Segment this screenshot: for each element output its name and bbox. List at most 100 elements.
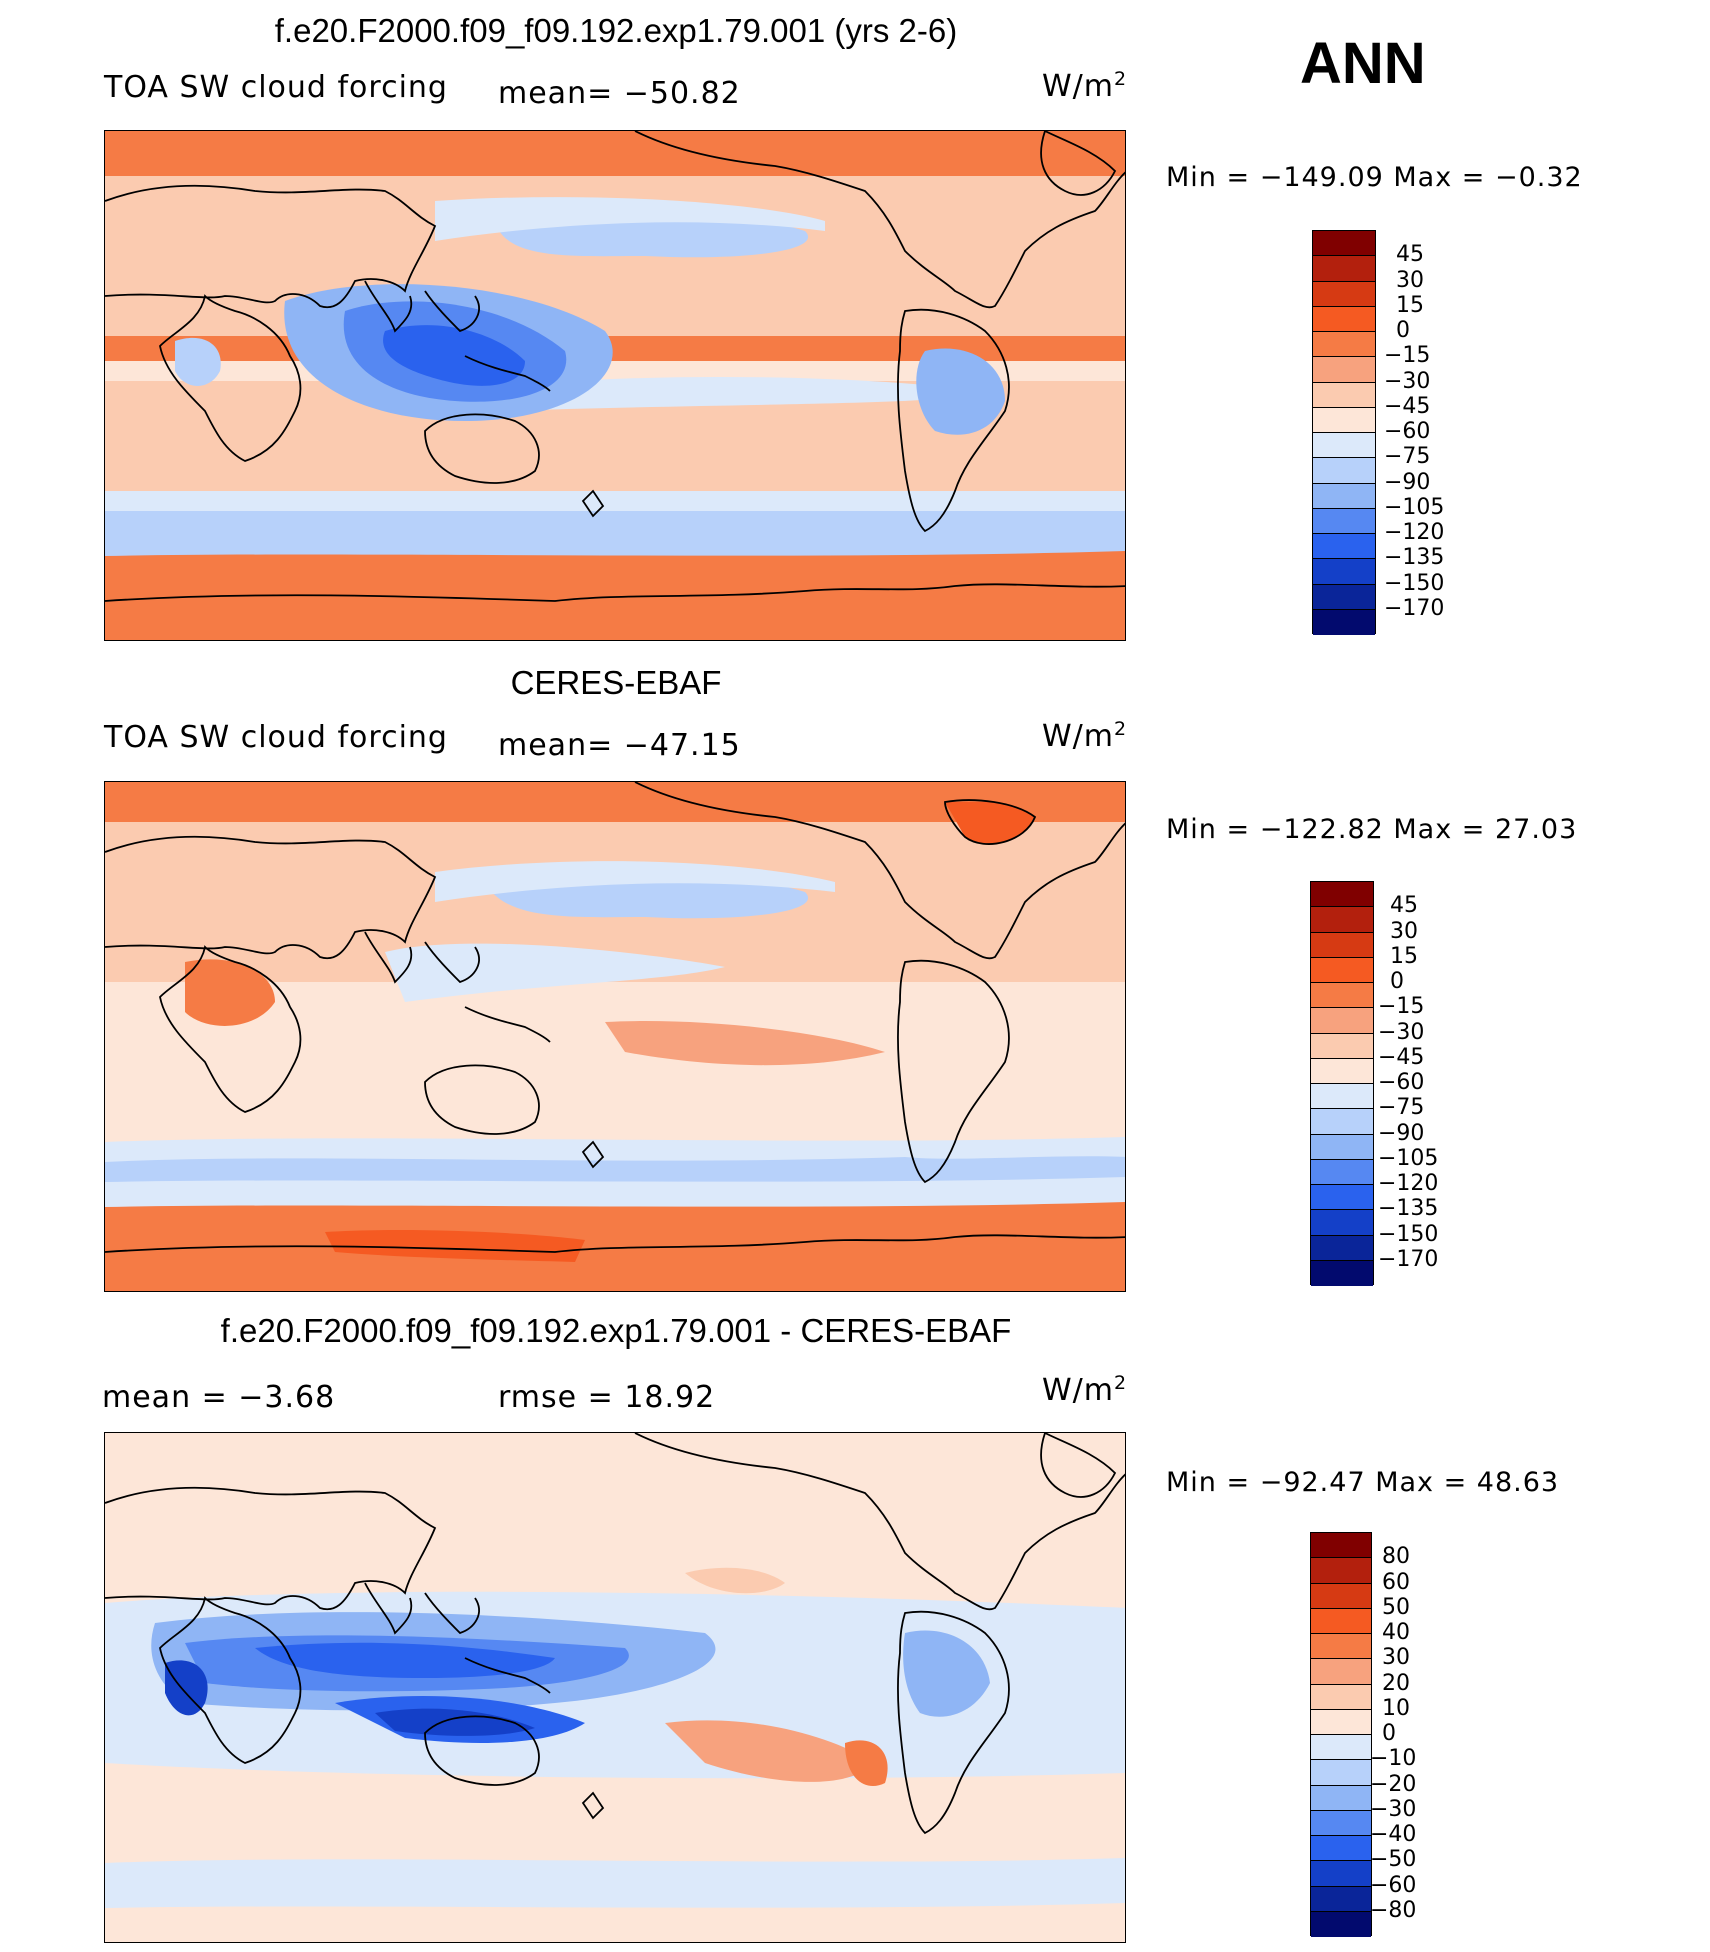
p1-coastlines: [105, 131, 1125, 602]
colorbar-swatch: [1313, 584, 1375, 610]
colorbar-swatch: [1311, 1033, 1373, 1059]
colorbar-swatch: [1311, 1684, 1371, 1710]
colorbar-swatch: [1313, 508, 1375, 534]
p1-field-npac-light: [435, 197, 825, 241]
colorbar-tick-label: −15: [1378, 994, 1425, 1020]
panel-3-mean: mean = −3.68: [102, 1380, 336, 1415]
colorbar-swatch: [1311, 1608, 1371, 1634]
p2-field-sepac: [605, 1021, 885, 1066]
colorbar-swatch: [1313, 256, 1375, 282]
colorbar-swatch: [1311, 1836, 1371, 1862]
p1-field-amazon: [916, 348, 1005, 435]
colorbar-swatch: [1313, 382, 1375, 408]
colorbar-swatch: [1311, 983, 1373, 1009]
p2-field-arctic: [105, 782, 1125, 802]
panel-2-title: CERES-EBAF: [510, 664, 722, 701]
colorbar-swatch: [1311, 957, 1373, 983]
colorbar-tick-label: −15: [1384, 343, 1431, 369]
colorbar-tick-label: −45: [1384, 393, 1431, 419]
colorbar-tick-label: −60: [1378, 1070, 1425, 1095]
colorbar-swatch: [1311, 1558, 1371, 1584]
colorbar-tick-label: 10: [1382, 1695, 1410, 1721]
p1-field-itcz: [505, 376, 985, 411]
season-label: ANN: [1300, 31, 1426, 96]
p1-field-arctic: [105, 131, 1125, 161]
colorbar-tick-label: 40: [1382, 1620, 1410, 1645]
panel-2-variable: TOA SW cloud forcing: [104, 720, 448, 755]
colorbar-tick-label: −135: [1378, 1196, 1439, 1222]
colorbar-tick-label: 30: [1396, 267, 1424, 293]
colorbar-tick-label: 60: [1382, 1569, 1410, 1595]
colorbar-swatch: [1311, 1210, 1373, 1236]
colorbar-swatch: [1311, 1058, 1373, 1084]
colorbar-tick-label: −120: [1378, 1171, 1439, 1196]
colorbar-tick-label: −150: [1378, 1221, 1439, 1247]
colorbar-swatch: [1311, 1084, 1373, 1110]
p2-field-africa-red: [185, 959, 275, 1026]
p1-field-antarctica: [105, 571, 1125, 640]
p1-field-sub-ocean: [105, 381, 1125, 501]
colorbar-swatch: [1311, 1659, 1371, 1685]
colorbar-swatch: [1311, 932, 1373, 958]
panel-1-title: f.e20.F2000.f09_f09.192.exp1.79.001 (yrs…: [274, 12, 958, 49]
colorbar-swatch: [1311, 1634, 1371, 1660]
p3-field-so-light: [105, 1858, 1125, 1908]
colorbar-tick-label: −80: [1370, 1897, 1417, 1923]
colorbar-tick-label: 30: [1390, 918, 1418, 944]
panel-1-mean: mean= −50.82: [498, 76, 741, 111]
colorbar-tick-label: −10: [1370, 1746, 1417, 1772]
p3-field-io-blue-3: [255, 1642, 555, 1678]
p2-field-tropics: [105, 982, 1125, 1142]
colorbar-swatch: [1313, 483, 1375, 509]
p3-field-sepac-red2: [845, 1740, 888, 1787]
colorbar-1: [1312, 230, 1376, 635]
colorbar-swatch: [1311, 1861, 1371, 1887]
panel-1-minmax: Min = −149.09 Max = −0.32: [1166, 162, 1583, 193]
colorbar-swatch: [1311, 907, 1373, 933]
colorbar-tick-label: −90: [1384, 469, 1431, 495]
p3-field-africa-blue: [165, 1660, 208, 1716]
colorbar-swatch: [1311, 1735, 1371, 1761]
colorbar-3: [1310, 1532, 1372, 1937]
colorbar-swatch: [1311, 1159, 1373, 1185]
p1-field-storm-light: [105, 491, 1125, 511]
units-exponent: 2: [1114, 68, 1128, 90]
colorbar-swatch: [1311, 1785, 1371, 1811]
colorbar-tick-label: −60: [1370, 1872, 1417, 1898]
colorbar-tick-label: −170: [1378, 1246, 1439, 1272]
colorbar-tick-label: −90: [1378, 1120, 1425, 1146]
colorbar-swatch: [1313, 559, 1375, 585]
panel-1-map: [104, 130, 1126, 641]
units-base: W/m: [1042, 719, 1114, 754]
colorbar-tick-label: −45: [1378, 1044, 1425, 1070]
p3-field-amazon: [903, 1630, 990, 1717]
colorbar-tick-label: −150: [1384, 570, 1445, 596]
p2-field-wpac: [385, 943, 725, 1002]
colorbar-swatch: [1311, 1709, 1371, 1735]
colorbar-swatch: [1311, 1109, 1373, 1135]
colorbar-swatch: [1311, 1886, 1371, 1912]
panel-2-map: [104, 781, 1126, 1292]
colorbar-swatch: [1311, 1008, 1373, 1034]
colorbar-tick-label: −50: [1370, 1847, 1417, 1873]
colorbar-swatch: [1311, 1533, 1371, 1559]
colorbar-swatch: [1313, 332, 1375, 358]
colorbar-swatch: [1311, 1185, 1373, 1211]
panel-3-map: [104, 1432, 1126, 1943]
colorbar-swatch: [1313, 458, 1375, 484]
colorbar-tick-label: −105: [1378, 1145, 1439, 1171]
colorbar-swatch: [1313, 609, 1375, 635]
p2-field-antarctica: [105, 1222, 1125, 1291]
p2-coastlines: [105, 782, 1125, 1253]
units-base: W/m: [1042, 69, 1114, 104]
p2-field-storm-blue: [105, 1156, 1125, 1182]
colorbar-tick-label: 0: [1390, 969, 1404, 994]
colorbar-swatch: [1311, 1134, 1373, 1160]
colorbar-tick-label: −40: [1370, 1822, 1417, 1847]
colorbar-tick-label: −60: [1384, 419, 1431, 444]
p2-field-greenland: [945, 800, 1035, 845]
colorbar-swatch: [1311, 1810, 1371, 1836]
colorbar-swatch: [1313, 306, 1375, 332]
panel-3-units: W/m2: [1042, 1372, 1127, 1408]
colorbar-tick-label: 20: [1382, 1670, 1410, 1696]
